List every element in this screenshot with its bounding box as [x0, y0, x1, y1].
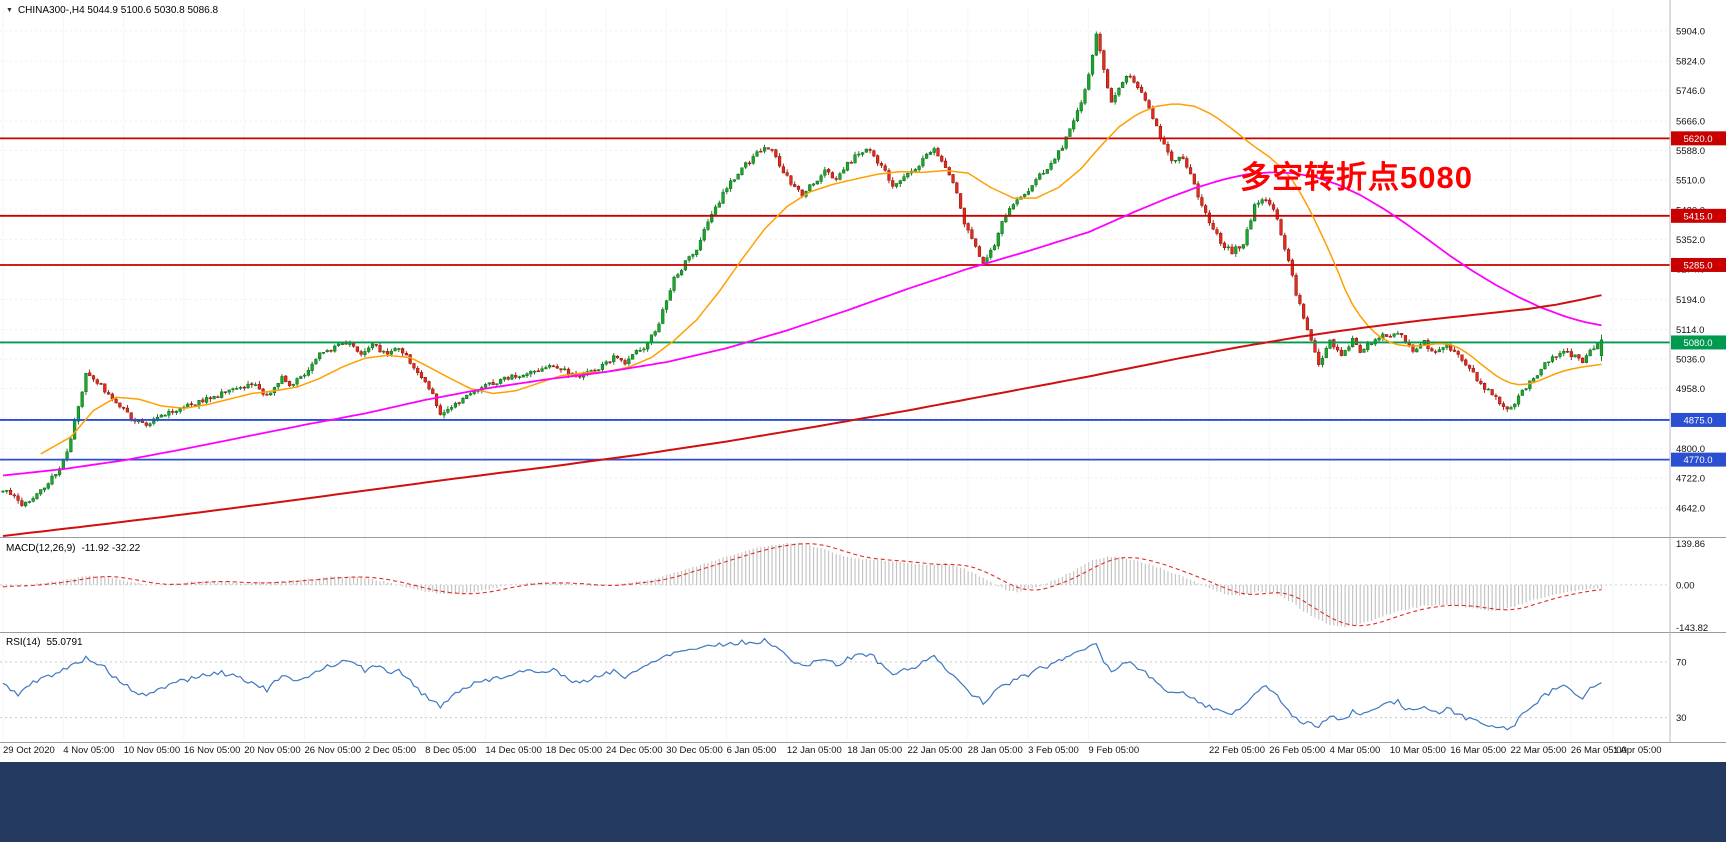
svg-text:5415.0: 5415.0 [1683, 211, 1712, 222]
svg-text:5285.0: 5285.0 [1683, 260, 1712, 271]
date-tick: 22 Feb 05:00 [1209, 745, 1265, 756]
symbol-ohlc-info: ▼ CHINA300-,H4 5044.9 5100.6 5030.8 5086… [6, 5, 218, 16]
date-tick: 29 Oct 2020 [3, 745, 55, 756]
date-tick: 26 Mar 05:00 [1570, 745, 1627, 756]
grid [0, 8, 1670, 740]
price-tick: 5510.0 [1676, 175, 1705, 186]
date-tick: 10 Nov 05:00 [123, 745, 181, 756]
date-tick: 22 Mar 05:00 [1510, 745, 1567, 756]
date-tick: 8 Dec 05:00 [425, 745, 477, 756]
svg-text:5080.0: 5080.0 [1683, 338, 1712, 349]
price-tick: 4800.0 [1676, 444, 1705, 455]
date-tick: 9 Feb 05:00 [1088, 745, 1140, 756]
date-tick: 22 Jan 05:00 [907, 745, 963, 756]
price-tick: 4642.0 [1676, 504, 1705, 515]
date-tick: 1 Apr 05:00 [1613, 745, 1662, 756]
level-tag-5620.0: 5620.0 [1671, 131, 1726, 146]
date-tick: 18 Dec 05:00 [545, 745, 603, 756]
date-tick: 4 Nov 05:00 [63, 745, 115, 756]
svg-text:4770.0: 4770.0 [1683, 455, 1712, 466]
price-tick: 5194.0 [1676, 295, 1705, 306]
level-tag-5285.0: 5285.0 [1671, 257, 1726, 272]
price-tick: 5666.0 [1676, 116, 1705, 127]
macd-tick: -143.82 [1676, 623, 1708, 634]
date-tick: 12 Jan 05:00 [786, 745, 842, 756]
moving-averages [2, 103, 1602, 537]
bottom-bar [0, 762, 1726, 842]
level-tag-5415.0: 5415.0 [1671, 208, 1726, 223]
price-tick: 4958.0 [1676, 384, 1705, 395]
level-tag-5080.0: 5080.0 [1671, 335, 1726, 350]
slow-ma-line [2, 294, 1602, 537]
rsi-line [2, 637, 1602, 731]
price-tick: 5824.0 [1676, 57, 1705, 68]
rsi-value: 55.0791 [46, 637, 83, 648]
macd-signal-line [2, 543, 1602, 627]
macd-tick: 0.00 [1676, 580, 1695, 591]
macd-histogram [2, 542, 1603, 628]
fast-ma-line [40, 103, 1602, 455]
price-tick: 5588.0 [1676, 146, 1705, 157]
macd-tick: 139.86 [1676, 539, 1705, 550]
date-tick: 20 Nov 05:00 [244, 745, 301, 756]
date-tick: 24 Dec 05:00 [606, 745, 663, 756]
price-tick: 5114.0 [1676, 325, 1704, 336]
mid-ma-line [2, 171, 1602, 477]
date-tick: 16 Nov 05:00 [183, 745, 241, 756]
date-tick: 3 Feb 05:00 [1028, 745, 1079, 756]
price-tick: 5352.0 [1676, 235, 1705, 246]
date-tick: 6 Jan 05:00 [726, 745, 777, 756]
date-tick: 14 Dec 05:00 [485, 745, 542, 756]
price-tick: 5036.0 [1676, 355, 1705, 366]
rsi-tick: 70 [1676, 657, 1687, 668]
rsi-indicator-label: RSI(14) 55.0791 [6, 637, 83, 648]
chart-canvas[interactable]: 5904.05824.05746.05666.05588.05510.05430… [0, 0, 1726, 762]
symbol-dropdown-icon[interactable]: ▼ [6, 7, 13, 14]
date-tick: 26 Nov 05:00 [304, 745, 362, 756]
symbol-ohlc-text: CHINA300-,H4 5044.9 5100.6 5030.8 5086.8 [17, 5, 219, 16]
date-tick: 30 Dec 05:00 [666, 745, 723, 756]
macd-indicator-label: MACD(12,26,9) -11.92 -32.22 [6, 543, 140, 554]
rsi-name: RSI(14) [6, 637, 41, 648]
date-tick: 16 Mar 05:00 [1450, 745, 1507, 756]
price-tick: 5746.0 [1676, 86, 1705, 97]
price-axis[interactable]: 5904.05824.05746.05666.05588.05510.05430… [1671, 27, 1726, 725]
price-tick: 4722.0 [1676, 473, 1705, 484]
level-tag-4770.0: 4770.0 [1671, 452, 1726, 467]
date-tick: 26 Feb 05:00 [1269, 745, 1326, 756]
macd-name: MACD(12,26,9) [6, 543, 76, 554]
macd-values: -11.92 -32.22 [81, 543, 141, 554]
date-tick: 2 Dec 05:00 [364, 745, 417, 756]
annotation-text: 多空转折点5080 [1240, 160, 1473, 195]
date-tick: 28 Jan 05:00 [967, 745, 1023, 756]
rsi-tick: 30 [1676, 713, 1687, 724]
date-tick: 18 Jan 05:00 [847, 745, 903, 756]
date-tick: 4 Mar 05:00 [1329, 745, 1381, 756]
level-tag-4875.0: 4875.0 [1671, 412, 1726, 427]
svg-text:5620.0: 5620.0 [1683, 134, 1712, 145]
date-tick: 10 Mar 05:00 [1389, 745, 1446, 756]
price-tick: 5904.0 [1676, 27, 1705, 38]
svg-text:4875.0: 4875.0 [1683, 415, 1712, 426]
